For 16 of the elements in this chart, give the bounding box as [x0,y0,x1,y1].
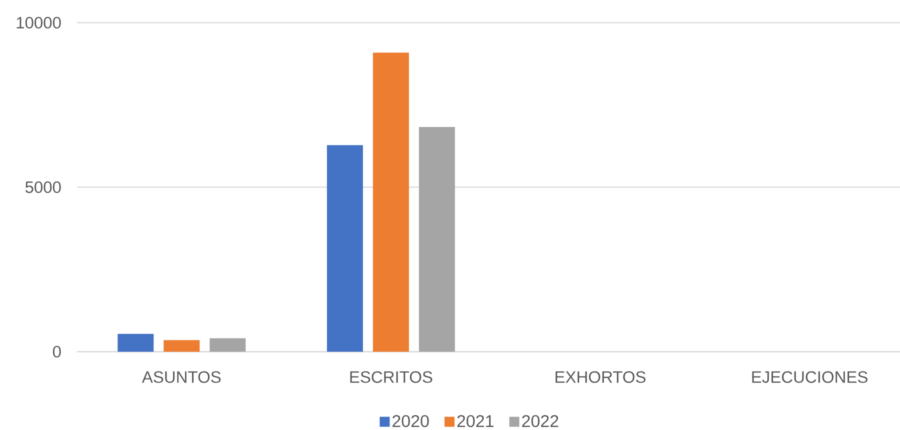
y-tick-label: 0 [52,346,61,358]
x-tick-label: EXHORTOS [556,371,646,383]
y-tick-label: 10000 [16,16,61,29]
legend-label: 2022 [522,415,558,428]
bar [164,340,200,352]
x-tick-label: ESCRITOS [350,371,432,383]
bar [118,334,154,352]
x-tick-label: EJECUCIONES [752,371,868,383]
bar [210,338,246,352]
legend-label: 2021 [457,415,494,428]
bar [372,52,409,352]
bar [418,126,455,352]
legend-label: 2020 [392,415,429,428]
x-tick-label: ASUNTOS [142,371,221,383]
y-tick-label: 5000 [25,181,61,194]
bar [326,145,363,352]
